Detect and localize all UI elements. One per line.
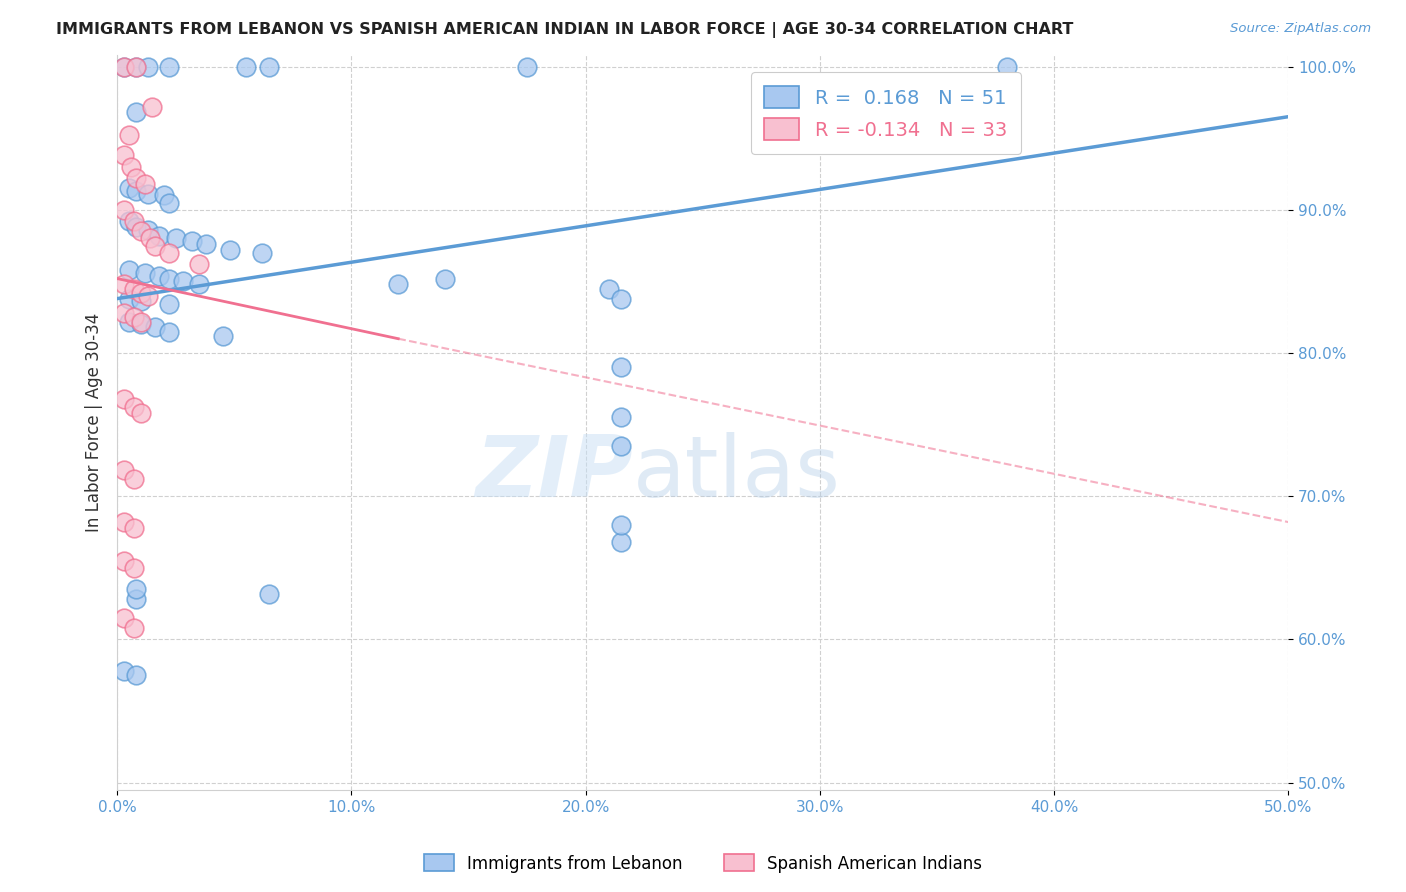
Point [122,214,145,228]
Point [129,314,152,328]
Point [235,60,257,74]
Point [157,245,180,260]
Point [125,219,148,234]
Point [136,187,159,202]
Point [125,60,148,74]
Text: ZIP: ZIP [475,433,633,516]
Point [609,517,631,532]
Point [609,360,631,375]
Point [118,128,141,143]
Point [129,318,152,332]
Text: atlas: atlas [633,433,841,516]
Point [143,320,166,334]
Point [252,245,274,260]
Point [125,592,148,607]
Legend: R =  0.168   N = 51, R = -0.134   N = 33: R = 0.168 N = 51, R = -0.134 N = 33 [751,72,1021,154]
Point [995,60,1018,74]
Point [122,472,145,486]
Point [112,554,135,568]
Point [112,148,135,162]
Point [122,310,145,325]
Point [516,60,538,74]
Point [134,177,156,191]
Point [112,463,135,477]
Point [609,410,631,425]
Point [598,282,620,296]
Point [434,271,457,285]
Point [122,282,145,296]
Point [157,60,180,74]
Point [211,329,233,343]
Point [118,314,141,328]
Point [122,621,145,635]
Point [129,294,152,309]
Point [172,274,194,288]
Text: IMMIGRANTS FROM LEBANON VS SPANISH AMERICAN INDIAN IN LABOR FORCE | AGE 30-34 CO: IMMIGRANTS FROM LEBANON VS SPANISH AMERI… [56,22,1074,38]
Point [112,392,135,406]
Point [112,202,135,217]
Point [112,60,135,74]
Point [387,277,409,292]
Point [148,228,170,243]
Point [157,297,180,311]
Point [112,277,135,292]
Point [143,238,166,252]
Point [118,181,141,195]
Point [136,60,159,74]
Point [125,105,148,120]
Point [218,243,240,257]
Point [112,664,135,678]
Point [118,292,141,306]
Point [153,188,176,202]
Point [609,292,631,306]
Point [157,271,180,285]
Point [112,306,135,320]
Point [609,439,631,453]
Point [141,100,163,114]
Point [259,60,281,74]
Point [259,587,281,601]
Point [129,224,152,238]
Point [136,289,159,303]
Point [148,268,170,283]
Point [188,257,211,271]
Point [112,515,135,529]
Point [157,195,180,210]
Point [118,214,141,228]
Point [188,277,211,292]
Point [134,266,156,280]
Point [157,325,180,339]
Point [139,231,162,245]
Point [165,231,187,245]
Point [129,285,152,300]
Point [118,263,141,277]
Point [122,561,145,575]
Point [125,60,148,74]
Point [181,235,204,249]
Point [609,535,631,549]
Point [136,223,159,237]
Point [129,406,152,420]
Point [125,184,148,198]
Point [125,582,148,597]
Point [195,237,218,252]
Text: Source: ZipAtlas.com: Source: ZipAtlas.com [1230,22,1371,36]
Point [112,611,135,625]
Y-axis label: In Labor Force | Age 30-34: In Labor Force | Age 30-34 [86,313,103,533]
Point [122,401,145,415]
Point [125,171,148,186]
Legend: Immigrants from Lebanon, Spanish American Indians: Immigrants from Lebanon, Spanish America… [418,847,988,880]
Point [125,668,148,682]
Point [122,521,145,535]
Point [112,60,135,74]
Point [120,160,142,174]
